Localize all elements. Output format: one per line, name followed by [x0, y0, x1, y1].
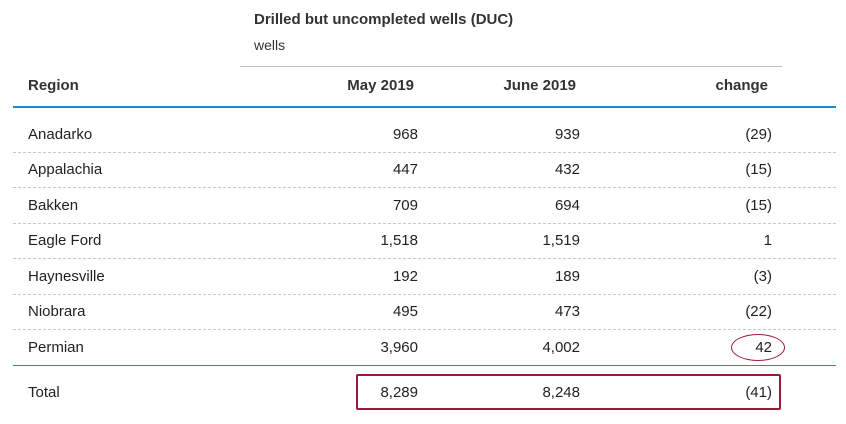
june-cell: 939	[554, 126, 580, 143]
june-cell: 1,519	[542, 232, 580, 249]
change-cell: (22)	[745, 303, 772, 320]
column-header-june-2019: June 2019	[503, 77, 576, 94]
total-top-rule	[13, 365, 836, 366]
column-header-may-2019: May 2019	[347, 77, 414, 94]
permian-change-highlight-ellipse	[731, 334, 785, 361]
table-row: Eagle Ford 1,518 1,519 1	[13, 223, 836, 259]
table-row: Anadarko 968 939 (29)	[13, 117, 836, 153]
table-row: Haynesville 192 189 (3)	[13, 259, 836, 295]
may-cell: 3,960	[380, 339, 418, 356]
table-row: Bakken 709 694 (15)	[13, 188, 836, 224]
change-cell: (3)	[753, 268, 772, 285]
region-cell: Haynesville	[28, 268, 105, 285]
total-highlight-box	[356, 374, 781, 410]
table-row: Appalachia 447 432 (15)	[13, 152, 836, 188]
region-cell: Permian	[28, 339, 84, 356]
column-header-region: Region	[28, 77, 79, 94]
may-cell: 709	[392, 197, 418, 214]
region-cell: Appalachia	[28, 161, 103, 178]
column-header-change: change	[715, 77, 768, 94]
region-cell: Bakken	[28, 197, 79, 214]
may-cell: 1,518	[380, 232, 418, 249]
june-cell: 694	[554, 197, 580, 214]
header-divider	[240, 66, 782, 67]
june-cell: 473	[554, 303, 580, 320]
table-row: Niobrara 495 473 (22)	[13, 294, 836, 330]
june-cell: 432	[554, 161, 580, 178]
table-title: Drilled but uncompleted wells (DUC)	[254, 11, 514, 28]
region-cell: Anadarko	[28, 126, 93, 143]
change-cell: (15)	[745, 161, 772, 178]
june-cell: 189	[554, 268, 580, 285]
total-row: Total 8,289 8,248 (41)	[13, 374, 836, 412]
may-cell: 495	[392, 303, 418, 320]
total-june: 8,248	[542, 384, 580, 401]
region-cell: Niobrara	[28, 303, 86, 320]
total-may: 8,289	[380, 384, 418, 401]
may-cell: 968	[392, 126, 418, 143]
region-cell: Eagle Ford	[28, 232, 102, 249]
total-change: (41)	[745, 384, 772, 401]
header-bottom-rule	[13, 106, 836, 108]
total-label: Total	[28, 384, 60, 401]
change-cell: 1	[763, 232, 772, 249]
june-cell: 4,002	[542, 339, 580, 356]
table-row: Permian 3,960 4,002 42	[13, 330, 836, 365]
change-cell: (15)	[745, 197, 772, 214]
change-cell: (29)	[745, 126, 772, 143]
may-cell: 447	[392, 161, 418, 178]
table-unit: wells	[254, 37, 286, 53]
may-cell: 192	[392, 268, 418, 285]
